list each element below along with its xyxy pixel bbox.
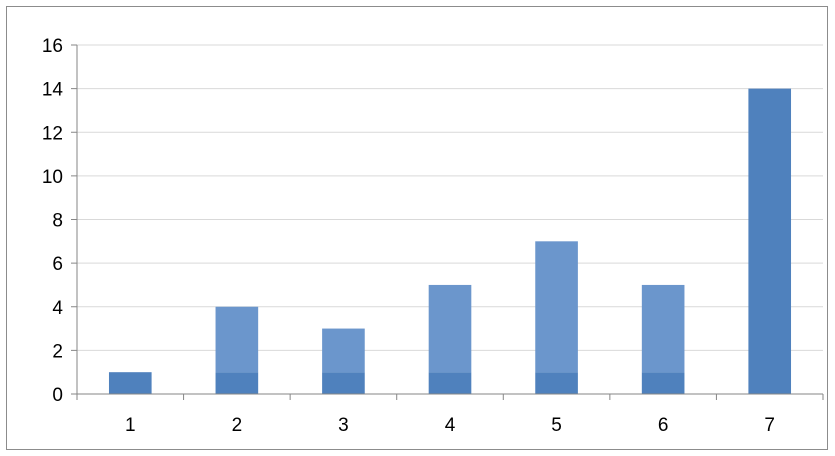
y-tick-label: 16 (42, 36, 63, 57)
bar-base-2 (215, 372, 259, 394)
bar-upper-5 (535, 241, 578, 373)
y-tick-label: 4 (52, 298, 63, 319)
bar-base-3 (322, 372, 365, 394)
bar-base-1 (108, 372, 152, 394)
y-tick-label: 0 (52, 385, 63, 406)
y-tick-label: 8 (52, 211, 63, 232)
bar-base-6 (641, 372, 685, 394)
y-tick-label: 12 (42, 123, 63, 144)
bar-base-4 (428, 372, 472, 394)
x-tick-label: 6 (658, 415, 669, 436)
bar-upper-3 (322, 328, 365, 373)
x-tick-label: 5 (551, 415, 562, 436)
chart-frame: 0 2 4 6 8 10 12 14 16 1 2 3 4 5 6 7 (6, 6, 828, 450)
y-tick-label: 10 (42, 167, 63, 188)
x-tick-label: 7 (764, 415, 775, 436)
bar-base-7 (748, 88, 792, 394)
bar-upper-6 (641, 284, 685, 373)
y-tick-label: 6 (52, 254, 63, 275)
bar-base-5 (535, 372, 578, 394)
axes (71, 44, 824, 400)
bar-upper-4 (428, 284, 472, 373)
bar-upper-2 (215, 306, 259, 373)
bars (108, 88, 792, 394)
x-tick-label: 2 (232, 415, 243, 436)
x-tick-label: 3 (338, 415, 349, 436)
x-tick-label: 4 (445, 415, 456, 436)
y-tick-label: 2 (52, 341, 63, 362)
y-tick-label: 14 (42, 80, 64, 101)
x-tick-label: 1 (125, 415, 136, 436)
gridlines (77, 44, 823, 351)
